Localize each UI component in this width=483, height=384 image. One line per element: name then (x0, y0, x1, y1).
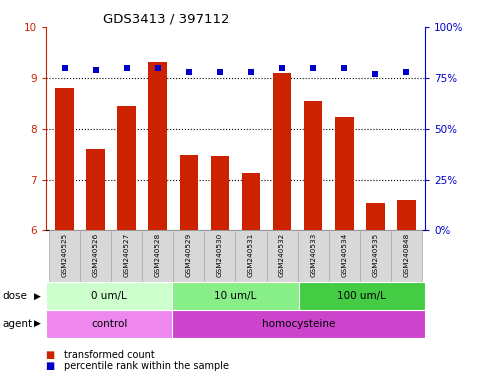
Bar (172, 310, 425, 338)
Text: ■: ■ (46, 350, 58, 360)
Text: GSM240533: GSM240533 (310, 233, 316, 277)
Text: GSM240529: GSM240529 (186, 233, 192, 277)
Bar (142, 230, 173, 282)
Point (247, 69, 255, 75)
Text: ■: ■ (46, 361, 58, 371)
Text: GSM240527: GSM240527 (124, 233, 130, 277)
Bar (298, 230, 329, 282)
Bar (46, 282, 172, 310)
Point (154, 65, 162, 71)
Bar (86, 149, 105, 230)
Bar (335, 118, 354, 230)
Point (309, 65, 317, 71)
Text: control: control (91, 319, 127, 329)
Bar (366, 204, 384, 230)
Bar (242, 174, 260, 230)
Bar (329, 230, 360, 282)
Bar (180, 155, 198, 230)
Text: percentile rank within the sample: percentile rank within the sample (64, 361, 229, 371)
Bar (360, 230, 391, 282)
Bar (111, 230, 142, 282)
Text: 0 um/L: 0 um/L (91, 291, 127, 301)
Text: 10 um/L: 10 um/L (214, 291, 256, 301)
Point (371, 71, 379, 77)
Text: GSM240535: GSM240535 (372, 233, 378, 277)
Bar (80, 230, 111, 282)
Text: homocysteine: homocysteine (262, 319, 335, 329)
Text: GSM240525: GSM240525 (61, 233, 68, 277)
Point (92, 66, 99, 73)
Bar (173, 230, 204, 282)
Bar (304, 101, 323, 230)
Text: GSM240531: GSM240531 (248, 233, 254, 277)
Bar (267, 230, 298, 282)
Bar (298, 282, 425, 310)
Text: GSM240530: GSM240530 (217, 233, 223, 277)
Bar (172, 282, 298, 310)
Bar (46, 310, 172, 338)
Bar (117, 106, 136, 230)
Point (341, 65, 348, 71)
Text: GSM240848: GSM240848 (403, 233, 410, 277)
Text: GSM240526: GSM240526 (93, 233, 99, 277)
Point (278, 65, 286, 71)
Bar (55, 88, 74, 230)
Bar (211, 156, 229, 230)
Point (216, 69, 224, 75)
Point (61, 65, 69, 71)
Text: ▶: ▶ (34, 319, 41, 328)
Text: dose: dose (2, 291, 28, 301)
Text: GSM240528: GSM240528 (155, 233, 161, 277)
Bar (236, 230, 267, 282)
Bar (391, 230, 422, 282)
Bar (204, 230, 236, 282)
Bar (148, 63, 167, 230)
Text: GSM240532: GSM240532 (279, 233, 285, 277)
Text: GSM240534: GSM240534 (341, 233, 347, 277)
Text: GDS3413 / 397112: GDS3413 / 397112 (103, 13, 229, 26)
Bar (397, 200, 416, 230)
Text: transformed count: transformed count (64, 350, 155, 360)
Point (185, 69, 193, 75)
Text: ▶: ▶ (34, 291, 41, 301)
Text: agent: agent (2, 319, 32, 329)
Bar (49, 230, 80, 282)
Point (402, 69, 410, 75)
Text: 100 um/L: 100 um/L (338, 291, 386, 301)
Bar (273, 73, 291, 230)
Point (123, 65, 130, 71)
